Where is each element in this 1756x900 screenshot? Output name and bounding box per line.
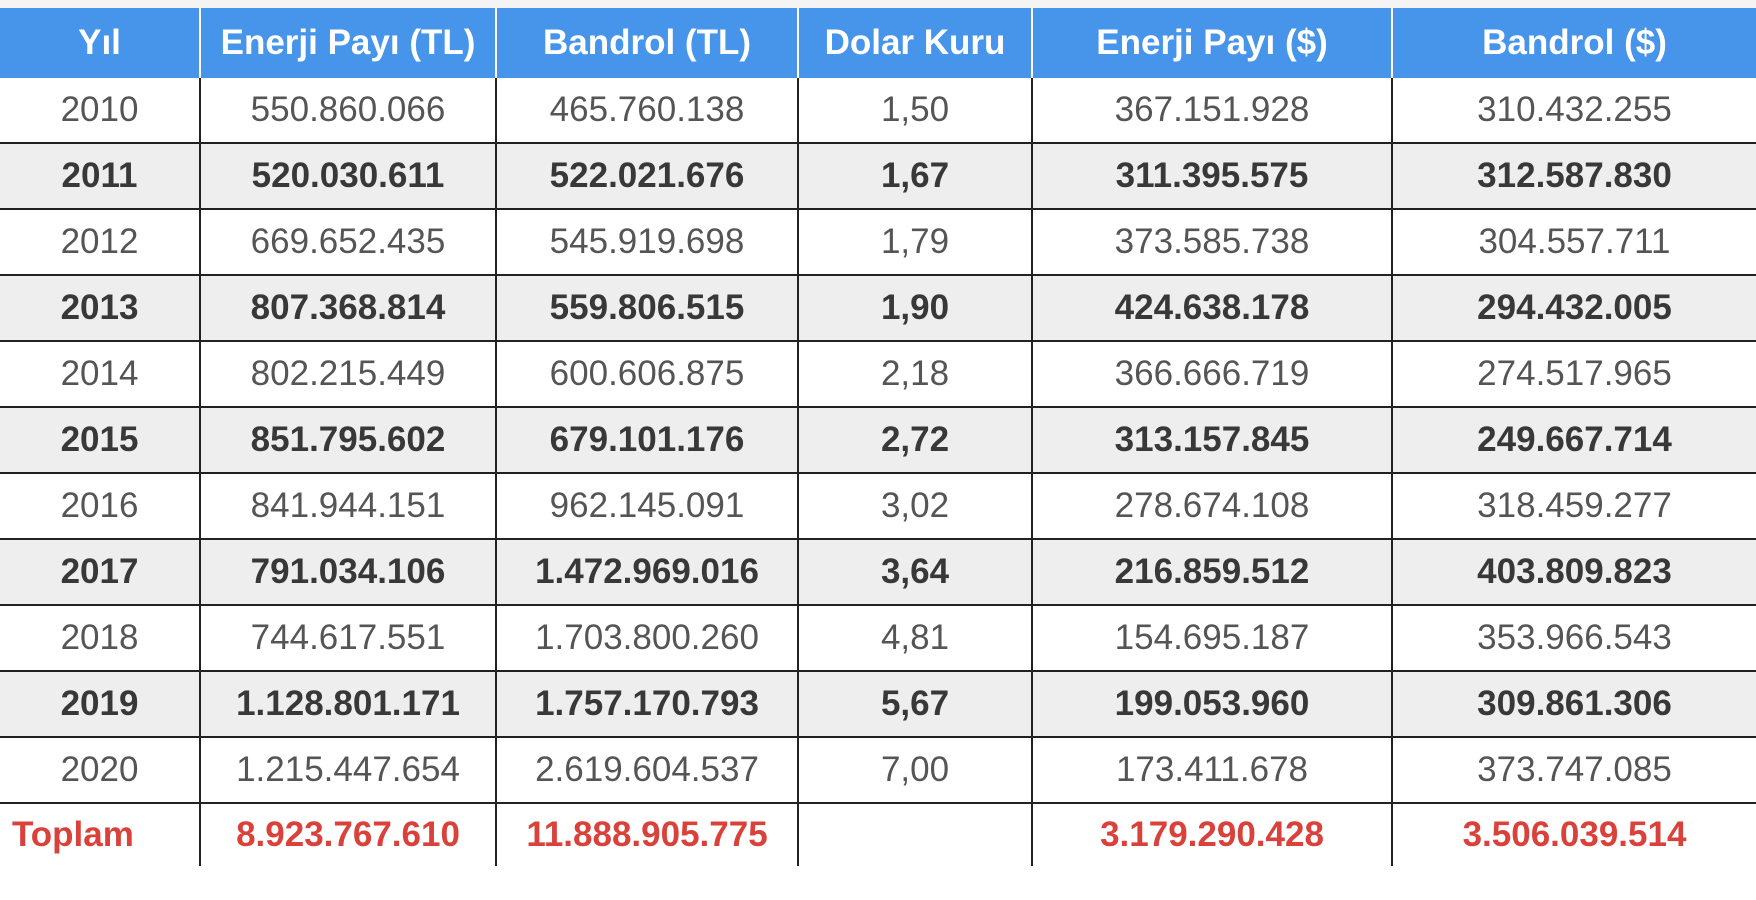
cell-year: 2012 xyxy=(0,209,201,276)
cell-energy-share-tl: 802.215.449 xyxy=(200,341,497,408)
cell-year: 2013 xyxy=(0,275,201,342)
cell-bandrol-usd: 309.861.306 xyxy=(1392,671,1756,738)
cell-dollar-rate: 3,64 xyxy=(798,539,1033,606)
cell-energy-share-usd: 366.666.719 xyxy=(1032,341,1393,408)
cell-energy-share-tl: 807.368.814 xyxy=(200,275,497,342)
cell-energy-share-usd: 199.053.960 xyxy=(1032,671,1393,738)
cell-dollar-rate: 3,02 xyxy=(798,473,1033,540)
cell-energy-share-usd: 313.157.845 xyxy=(1032,407,1393,474)
cell-bandrol-usd: 294.432.005 xyxy=(1392,275,1756,342)
cell-year: 2016 xyxy=(0,473,201,540)
total-label: Toplam xyxy=(0,803,201,866)
cell-year: 2015 xyxy=(0,407,201,474)
header-energy-share-usd: Enerji Payı ($) xyxy=(1032,8,1393,78)
cell-bandrol-tl: 962.145.091 xyxy=(496,473,799,540)
cell-energy-share-tl: 669.652.435 xyxy=(200,209,497,276)
cell-bandrol-tl: 559.806.515 xyxy=(496,275,799,342)
cell-bandrol-usd: 403.809.823 xyxy=(1392,539,1756,606)
total-bandrol-tl: 11.888.905.775 xyxy=(496,803,799,866)
table-row: 2017 791.034.106 1.472.969.016 3,64 216.… xyxy=(0,539,1756,606)
table-row: 2020 1.215.447.654 2.619.604.537 7,00 17… xyxy=(0,737,1756,804)
cell-bandrol-tl: 679.101.176 xyxy=(496,407,799,474)
cell-year: 2010 xyxy=(0,78,201,144)
cell-year: 2020 xyxy=(0,737,201,804)
table-row: 2019 1.128.801.171 1.757.170.793 5,67 19… xyxy=(0,671,1756,738)
cell-bandrol-usd: 249.667.714 xyxy=(1392,407,1756,474)
cell-dollar-rate: 1,67 xyxy=(798,143,1033,210)
header-bandrol-tl: Bandrol (TL) xyxy=(496,8,799,78)
cell-energy-share-usd: 278.674.108 xyxy=(1032,473,1393,540)
cell-bandrol-tl: 465.760.138 xyxy=(496,78,799,144)
cell-bandrol-tl: 2.619.604.537 xyxy=(496,737,799,804)
cell-bandrol-tl: 1.703.800.260 xyxy=(496,605,799,672)
cell-year: 2019 xyxy=(0,671,201,738)
cell-energy-share-tl: 791.034.106 xyxy=(200,539,497,606)
header-row: Yıl Enerji Payı (TL) Bandrol (TL) Dolar … xyxy=(0,8,1756,78)
cell-year: 2018 xyxy=(0,605,201,672)
cell-dollar-rate: 1,50 xyxy=(798,78,1033,144)
cell-energy-share-usd: 311.395.575 xyxy=(1032,143,1393,210)
cell-dollar-rate: 5,67 xyxy=(798,671,1033,738)
header-energy-share-tl: Enerji Payı (TL) xyxy=(200,8,497,78)
cell-year: 2011 xyxy=(0,143,201,210)
table-row: 2015 851.795.602 679.101.176 2,72 313.15… xyxy=(0,407,1756,474)
table-row: 2013 807.368.814 559.806.515 1,90 424.63… xyxy=(0,275,1756,342)
total-energy-share-tl: 8.923.767.610 xyxy=(200,803,497,866)
total-dollar-rate xyxy=(798,803,1033,866)
cell-energy-share-tl: 1.215.447.654 xyxy=(200,737,497,804)
cell-energy-share-usd: 173.411.678 xyxy=(1032,737,1393,804)
cell-energy-share-tl: 520.030.611 xyxy=(200,143,497,210)
cell-bandrol-tl: 545.919.698 xyxy=(496,209,799,276)
cell-energy-share-tl: 851.795.602 xyxy=(200,407,497,474)
header-bandrol-usd: Bandrol ($) xyxy=(1392,8,1756,78)
cell-energy-share-usd: 216.859.512 xyxy=(1032,539,1393,606)
cell-year: 2014 xyxy=(0,341,201,408)
cell-energy-share-usd: 367.151.928 xyxy=(1032,78,1393,144)
cell-bandrol-usd: 304.557.711 xyxy=(1392,209,1756,276)
table-row: 2012 669.652.435 545.919.698 1,79 373.58… xyxy=(0,209,1756,276)
cell-bandrol-usd: 353.966.543 xyxy=(1392,605,1756,672)
cell-dollar-rate: 4,81 xyxy=(798,605,1033,672)
cell-energy-share-tl: 550.860.066 xyxy=(200,78,497,144)
cell-energy-share-usd: 424.638.178 xyxy=(1032,275,1393,342)
table-row: 2014 802.215.449 600.606.875 2,18 366.66… xyxy=(0,341,1756,408)
cell-dollar-rate: 1,90 xyxy=(798,275,1033,342)
total-energy-share-usd: 3.179.290.428 xyxy=(1032,803,1393,866)
cell-bandrol-tl: 600.606.875 xyxy=(496,341,799,408)
cell-energy-share-tl: 1.128.801.171 xyxy=(200,671,497,738)
cell-bandrol-tl: 522.021.676 xyxy=(496,143,799,210)
cell-dollar-rate: 2,72 xyxy=(798,407,1033,474)
cell-bandrol-tl: 1.757.170.793 xyxy=(496,671,799,738)
table-row: 2010 550.860.066 465.760.138 1,50 367.15… xyxy=(0,78,1756,144)
table-row: 2011 520.030.611 522.021.676 1,67 311.39… xyxy=(0,143,1756,210)
header-year: Yıl xyxy=(0,8,201,78)
total-bandrol-usd: 3.506.039.514 xyxy=(1392,803,1756,866)
cell-dollar-rate: 2,18 xyxy=(798,341,1033,408)
cell-bandrol-tl: 1.472.969.016 xyxy=(496,539,799,606)
cell-energy-share-usd: 154.695.187 xyxy=(1032,605,1393,672)
header-dollar-rate: Dolar Kuru xyxy=(798,8,1033,78)
cell-bandrol-usd: 312.587.830 xyxy=(1392,143,1756,210)
cell-year: 2017 xyxy=(0,539,201,606)
cell-energy-share-usd: 373.585.738 xyxy=(1032,209,1393,276)
table-row: 2018 744.617.551 1.703.800.260 4,81 154.… xyxy=(0,605,1756,672)
cell-bandrol-usd: 318.459.277 xyxy=(1392,473,1756,540)
total-row: Toplam 8.923.767.610 11.888.905.775 3.17… xyxy=(0,803,1756,866)
cell-bandrol-usd: 310.432.255 xyxy=(1392,78,1756,144)
energy-bandrol-table: Yıl Enerji Payı (TL) Bandrol (TL) Dolar … xyxy=(0,8,1756,866)
cell-dollar-rate: 1,79 xyxy=(798,209,1033,276)
top-strip xyxy=(0,0,1756,8)
cell-energy-share-tl: 841.944.151 xyxy=(200,473,497,540)
cell-bandrol-usd: 373.747.085 xyxy=(1392,737,1756,804)
cell-dollar-rate: 7,00 xyxy=(798,737,1033,804)
table-row: 2016 841.944.151 962.145.091 3,02 278.67… xyxy=(0,473,1756,540)
cell-energy-share-tl: 744.617.551 xyxy=(200,605,497,672)
cell-bandrol-usd: 274.517.965 xyxy=(1392,341,1756,408)
